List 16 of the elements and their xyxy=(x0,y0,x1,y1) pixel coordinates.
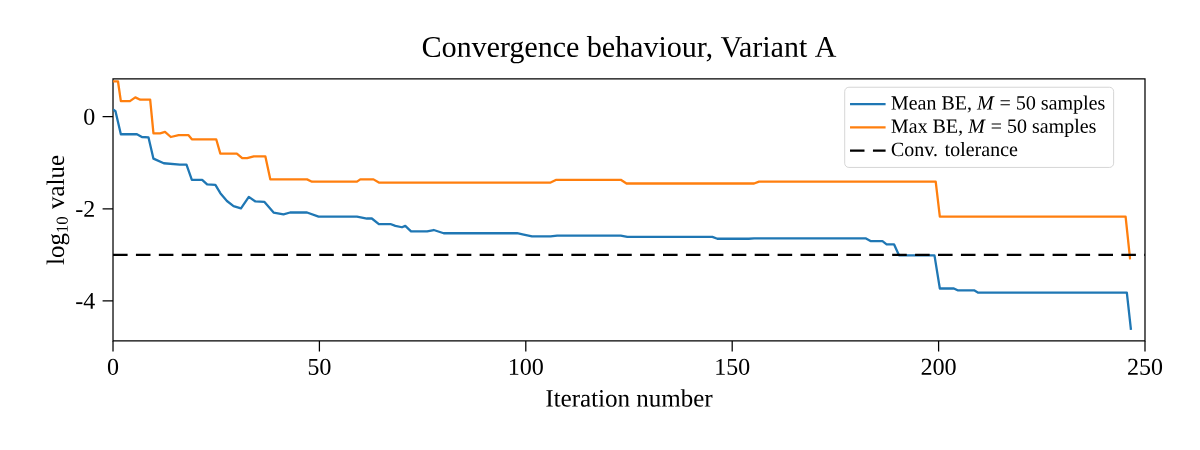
x-tick-label: 0 xyxy=(107,358,119,375)
y-tick-label: -4 xyxy=(76,293,95,309)
line-series xyxy=(113,80,1132,261)
legend-label: Max BE, M = 50 samples xyxy=(891,118,1096,137)
chart-title: Convergence behaviour, Variant A xyxy=(422,36,837,64)
x-axis-title: Iteration number xyxy=(546,389,713,407)
x-tick-label: 100 xyxy=(509,358,543,375)
y-tick-label: 0 xyxy=(84,108,95,125)
legend-label: Conv. tolerance xyxy=(891,142,1018,157)
legend-label: Mean BE, M = 50 samples xyxy=(891,95,1105,114)
y-tick-label: -2 xyxy=(76,200,94,217)
y-axis-title: log$_{10}$ value xyxy=(46,155,70,265)
x-tick-label: 50 xyxy=(308,358,331,375)
x-tick-label: 250 xyxy=(1128,358,1163,375)
x-tick-label: 150 xyxy=(716,358,750,375)
x-tick-label: 200 xyxy=(921,358,956,375)
